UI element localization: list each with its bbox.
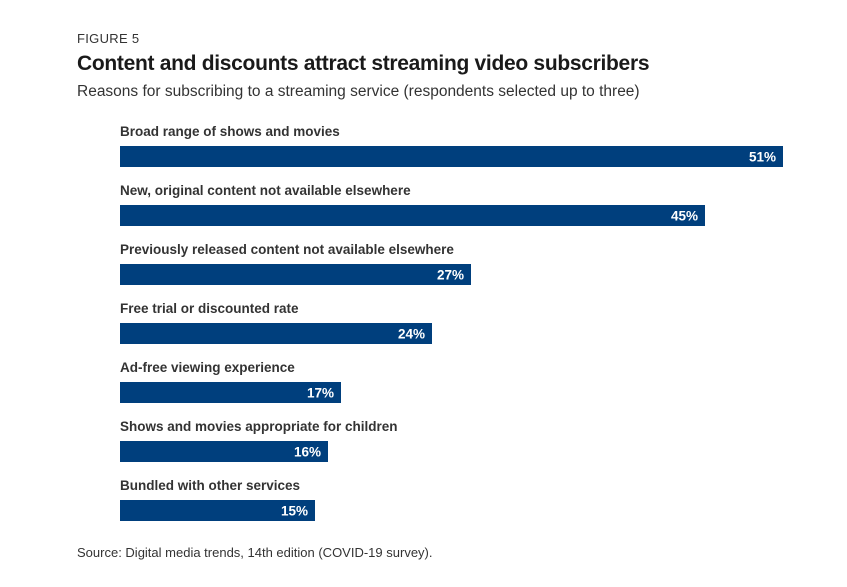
category-label: Ad-free viewing experience (120, 360, 295, 375)
bar (120, 323, 432, 344)
bar (120, 500, 315, 521)
source-note: Source: Digital media trends, 14th editi… (77, 545, 433, 560)
bar (120, 264, 471, 285)
value-label: 16% (294, 445, 321, 460)
bar (120, 382, 341, 403)
chart-title: Content and discounts attract streaming … (77, 52, 650, 75)
value-label: 27% (437, 268, 464, 283)
category-label: Previously released content not availabl… (120, 242, 454, 257)
category-label: Shows and movies appropriate for childre… (120, 419, 398, 434)
chart-subtitle: Reasons for subscribing to a streaming s… (77, 83, 640, 100)
value-label: 15% (281, 504, 308, 519)
category-label: Free trial or discounted rate (120, 301, 299, 316)
value-label: 51% (749, 150, 776, 165)
value-label: 17% (307, 386, 334, 401)
category-label: Bundled with other services (120, 478, 300, 493)
category-label: Broad range of shows and movies (120, 124, 340, 139)
figure-label: FIGURE 5 (77, 31, 140, 46)
value-label: 45% (671, 209, 698, 224)
bar (120, 205, 705, 226)
value-label: 24% (398, 327, 425, 342)
bar (120, 146, 783, 167)
category-label: New, original content not available else… (120, 183, 411, 198)
bar (120, 441, 328, 462)
